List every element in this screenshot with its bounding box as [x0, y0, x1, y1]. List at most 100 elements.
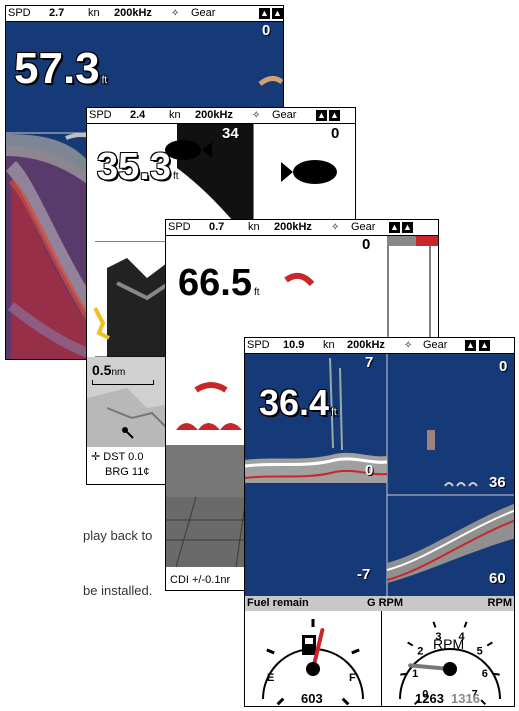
- gear-label: Gear: [272, 109, 297, 121]
- transducer-icon: ✧: [331, 222, 340, 233]
- transducer-icon: ✧: [404, 340, 413, 351]
- rpm-gauge-ticks: 01 23 45 67: [400, 621, 500, 706]
- fuel-tick: [266, 648, 275, 655]
- left-scale-bottom: -7: [357, 566, 371, 583]
- gear-label: Gear: [351, 221, 376, 233]
- spd-label: SPD: [8, 7, 31, 19]
- rpm-tick-label: 2: [417, 645, 423, 657]
- fuel-title: Fuel remain: [247, 597, 309, 609]
- gauge-divider: [381, 611, 382, 706]
- map-scale-bar: [92, 380, 154, 385]
- fuel-full-label: F: [349, 672, 356, 684]
- speed-unit: kn: [248, 221, 260, 233]
- left-scale-mid: 0: [365, 462, 374, 479]
- rpm-tick-label: 5: [477, 645, 483, 657]
- rpm-tick-label: 4: [458, 631, 465, 643]
- frequency-value: 200kHz: [195, 109, 233, 121]
- rpm-title-left: G RPM: [367, 597, 404, 609]
- status-bar: SPD 2.4 kn 200kHz ✧ Gear ▲ ▲: [87, 108, 355, 124]
- sonar-screen-1: SPD 2.7 kn 200kHz ✧ Gear ▲ ▲ 0 57.3 ft: [5, 5, 284, 360]
- nav-data-panel: ✛ DST 0.0 BRG 11¢: [87, 450, 167, 480]
- speed-value: 0.7: [209, 221, 225, 233]
- range-scale-top: 0: [362, 236, 371, 253]
- side-text-1: play back to: [83, 528, 153, 543]
- speed-value: 10.9: [283, 339, 305, 351]
- frequency-value: 200kHz: [347, 339, 385, 351]
- fuel-empty-label: E: [267, 672, 275, 684]
- brg-label: BRG: [105, 466, 129, 478]
- transducer-icon: ✧: [252, 110, 261, 121]
- up-arrow-icon[interactable]: ▲: [316, 110, 327, 121]
- spd-label: SPD: [168, 221, 191, 233]
- rpm-title-right: RPM: [487, 597, 512, 609]
- rpm-tick: [493, 672, 500, 676]
- depth-readout: 36.4 ft: [259, 382, 337, 423]
- up-arrow-icon-2[interactable]: ▲: [272, 8, 283, 19]
- speed-unit: kn: [169, 109, 181, 121]
- sonar-echo-graphic: [245, 338, 514, 596]
- spd-label: SPD: [247, 339, 270, 351]
- side-text-2: be installed.: [83, 583, 153, 598]
- rpm-gauge: 01 23 45 67: [399, 621, 501, 706]
- cdi-readout: CDI +/-0.1nr: [170, 574, 231, 586]
- fuel-tick: [276, 697, 285, 706]
- frequency-value: 200kHz: [274, 221, 312, 233]
- depth-unit: ft: [172, 171, 179, 182]
- up-arrow-icon-2[interactable]: ▲: [479, 340, 490, 351]
- depth-unit: ft: [331, 407, 337, 418]
- rpm-tick: [486, 641, 493, 647]
- rpm-center-label: RPM: [433, 636, 465, 652]
- rpm-tick: [400, 672, 407, 676]
- gear-label: Gear: [191, 7, 216, 19]
- speed-unit: kn: [323, 339, 335, 351]
- transducer-icon: ✧: [171, 8, 180, 19]
- fuel-tick: [341, 697, 350, 706]
- rpm-tick-label: 0: [422, 689, 428, 701]
- rpm-tick: [463, 621, 468, 628]
- up-arrow-icon-2[interactable]: ▲: [329, 110, 340, 121]
- dst-label: DST: [103, 451, 126, 463]
- spd-label: SPD: [89, 109, 112, 121]
- left-scale-top: 7: [365, 354, 374, 371]
- brg-value: 11¢: [131, 466, 150, 478]
- sonar-screen-4: SPD 10.9 kn 200kHz ✧ Gear ▲ ▲ 7 0 -7 0 3…: [244, 337, 515, 707]
- speed-unit: kn: [88, 7, 100, 19]
- dst-value: 0.0: [128, 451, 144, 463]
- status-bar: SPD 10.9 kn 200kHz ✧ Gear ▲ ▲: [245, 338, 514, 354]
- rpm-tick: [407, 641, 414, 647]
- rpm-tick-label: 6: [482, 668, 488, 680]
- up-arrow-icon[interactable]: ▲: [259, 8, 270, 19]
- rpm-tick-label: 1: [412, 668, 418, 680]
- rpm-tick-label: 7: [472, 689, 478, 701]
- speed-value: 2.7: [49, 7, 65, 19]
- map-scale: 0.5nm: [92, 362, 126, 378]
- fuel-gauge-ticks: [266, 619, 360, 706]
- fuel-value: 603: [301, 691, 323, 706]
- rpm-value-2: 1316: [451, 691, 480, 706]
- depth-readout: 35.3 ft: [97, 146, 179, 188]
- status-bar: SPD 0.7 kn 200kHz ✧ Gear ▲ ▲: [166, 220, 438, 236]
- right-scale-bottom: 60: [489, 570, 506, 587]
- up-arrow-icon-2[interactable]: ▲: [402, 222, 413, 233]
- rpm-value-1: 1263: [415, 691, 444, 706]
- speed-value: 2.4: [130, 109, 146, 121]
- depth-unit: ft: [253, 287, 260, 298]
- right-scale-top: 0: [499, 358, 508, 375]
- rpm-tick: [413, 699, 420, 706]
- gauge-title-bar: Fuel remain G RPM RPM: [245, 596, 514, 611]
- depth-unit: ft: [101, 75, 108, 86]
- range-scale-left: 34: [222, 125, 239, 142]
- status-bar: SPD 2.7 kn 200kHz ✧ Gear ▲ ▲: [6, 6, 283, 22]
- range-scale-right: 0: [331, 125, 340, 142]
- rpm-tick: [480, 699, 487, 706]
- rpm-tick: [432, 621, 437, 628]
- up-arrow-icon[interactable]: ▲: [389, 222, 400, 233]
- right-scale-mid: 36: [489, 474, 506, 491]
- fuel-gauge: [262, 619, 364, 706]
- range-scale-top: 0: [262, 22, 271, 39]
- gear-label: Gear: [423, 339, 448, 351]
- frequency-value: 200kHz: [114, 7, 152, 19]
- up-arrow-icon[interactable]: ▲: [465, 340, 476, 351]
- depth-readout: 66.5 ft: [178, 262, 260, 304]
